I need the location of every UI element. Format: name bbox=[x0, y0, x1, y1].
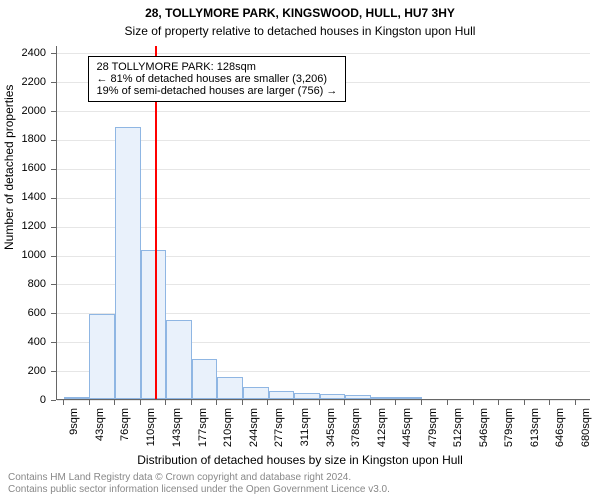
y-tick-mark bbox=[51, 284, 56, 285]
grid-line bbox=[57, 53, 590, 54]
chart-subtitle: Size of property relative to detached ho… bbox=[0, 24, 600, 38]
histogram-bar bbox=[320, 394, 346, 399]
x-tick-mark bbox=[165, 400, 166, 405]
x-tick-mark bbox=[344, 400, 345, 405]
chart-title: 28, TOLLYMORE PARK, KINGSWOOD, HULL, HU7… bbox=[0, 6, 600, 20]
x-tick-label: 646sqm bbox=[554, 408, 566, 500]
y-tick-label: 2200 bbox=[0, 76, 46, 88]
y-tick-label: 1400 bbox=[0, 191, 46, 203]
x-tick-mark bbox=[293, 400, 294, 405]
y-tick-mark bbox=[51, 111, 56, 112]
annotation-line: 28 TOLLYMORE PARK: 128sqm bbox=[97, 61, 338, 73]
x-tick-label: 210sqm bbox=[222, 408, 234, 500]
x-tick-mark bbox=[216, 400, 217, 405]
x-tick-mark bbox=[89, 400, 90, 405]
x-tick-mark bbox=[242, 400, 243, 405]
y-tick-label: 200 bbox=[0, 365, 46, 377]
histogram-bar bbox=[166, 320, 192, 399]
histogram-bar bbox=[269, 391, 295, 399]
histogram-bar bbox=[192, 359, 218, 399]
x-tick-label: 177sqm bbox=[197, 408, 209, 500]
x-tick-label: 311sqm bbox=[299, 408, 311, 500]
x-tick-label: 680sqm bbox=[580, 408, 592, 500]
x-tick-label: 579sqm bbox=[503, 408, 515, 500]
x-tick-mark bbox=[114, 400, 115, 405]
x-tick-label: 43sqm bbox=[94, 408, 106, 500]
x-tick-mark bbox=[575, 400, 576, 405]
histogram-bar bbox=[397, 397, 423, 399]
y-tick-mark bbox=[51, 82, 56, 83]
x-tick-mark bbox=[370, 400, 371, 405]
x-tick-label: 244sqm bbox=[248, 408, 260, 500]
y-tick-mark bbox=[51, 256, 56, 257]
y-tick-mark bbox=[51, 313, 56, 314]
x-tick-mark bbox=[524, 400, 525, 405]
x-tick-label: 378sqm bbox=[350, 408, 362, 500]
y-tick-label: 1800 bbox=[0, 133, 46, 145]
y-tick-mark bbox=[51, 371, 56, 372]
x-tick-label: 546sqm bbox=[478, 408, 490, 500]
histogram-bar bbox=[345, 395, 371, 399]
histogram-bar bbox=[64, 397, 90, 399]
histogram-bar bbox=[89, 314, 115, 399]
y-tick-label: 1000 bbox=[0, 249, 46, 261]
histogram-bar bbox=[371, 397, 397, 399]
grid-line bbox=[57, 400, 590, 401]
x-tick-mark bbox=[549, 400, 550, 405]
x-tick-label: 445sqm bbox=[401, 408, 413, 500]
x-tick-mark bbox=[319, 400, 320, 405]
y-tick-mark bbox=[51, 342, 56, 343]
grid-line bbox=[57, 111, 590, 112]
y-tick-label: 2400 bbox=[0, 47, 46, 59]
y-tick-mark bbox=[51, 227, 56, 228]
histogram-bar bbox=[217, 377, 243, 399]
x-tick-mark bbox=[267, 400, 268, 405]
annotation-box: 28 TOLLYMORE PARK: 128sqm← 81% of detach… bbox=[88, 56, 347, 102]
plot-area: 28 TOLLYMORE PARK: 128sqm← 81% of detach… bbox=[56, 46, 590, 400]
histogram-bar bbox=[243, 387, 269, 399]
x-tick-label: 9sqm bbox=[68, 408, 80, 500]
y-tick-mark bbox=[51, 53, 56, 54]
x-tick-mark bbox=[498, 400, 499, 405]
y-tick-mark bbox=[51, 169, 56, 170]
y-tick-mark bbox=[51, 140, 56, 141]
y-tick-label: 0 bbox=[0, 394, 46, 406]
y-tick-label: 2000 bbox=[0, 105, 46, 117]
histogram-bar bbox=[115, 127, 141, 399]
x-tick-mark bbox=[447, 400, 448, 405]
y-tick-mark bbox=[51, 400, 56, 401]
x-tick-mark bbox=[63, 400, 64, 405]
histogram-bar bbox=[294, 393, 320, 399]
x-tick-mark bbox=[140, 400, 141, 405]
x-tick-label: 613sqm bbox=[529, 408, 541, 500]
y-tick-label: 800 bbox=[0, 278, 46, 290]
x-tick-label: 345sqm bbox=[325, 408, 337, 500]
x-tick-label: 277sqm bbox=[273, 408, 285, 500]
x-tick-mark bbox=[421, 400, 422, 405]
y-tick-label: 600 bbox=[0, 307, 46, 319]
x-tick-label: 479sqm bbox=[427, 408, 439, 500]
x-tick-mark bbox=[395, 400, 396, 405]
x-tick-label: 512sqm bbox=[452, 408, 464, 500]
x-tick-label: 143sqm bbox=[171, 408, 183, 500]
x-tick-mark bbox=[473, 400, 474, 405]
annotation-line: ← 81% of detached houses are smaller (3,… bbox=[97, 73, 338, 85]
annotation-line: 19% of semi-detached houses are larger (… bbox=[97, 85, 338, 97]
x-tick-label: 110sqm bbox=[145, 408, 157, 500]
x-tick-mark bbox=[191, 400, 192, 405]
y-tick-label: 1200 bbox=[0, 220, 46, 232]
x-tick-label: 412sqm bbox=[376, 408, 388, 500]
x-tick-label: 76sqm bbox=[119, 408, 131, 500]
y-tick-label: 1600 bbox=[0, 162, 46, 174]
histogram-bar bbox=[141, 250, 167, 399]
y-tick-mark bbox=[51, 198, 56, 199]
y-tick-label: 400 bbox=[0, 336, 46, 348]
